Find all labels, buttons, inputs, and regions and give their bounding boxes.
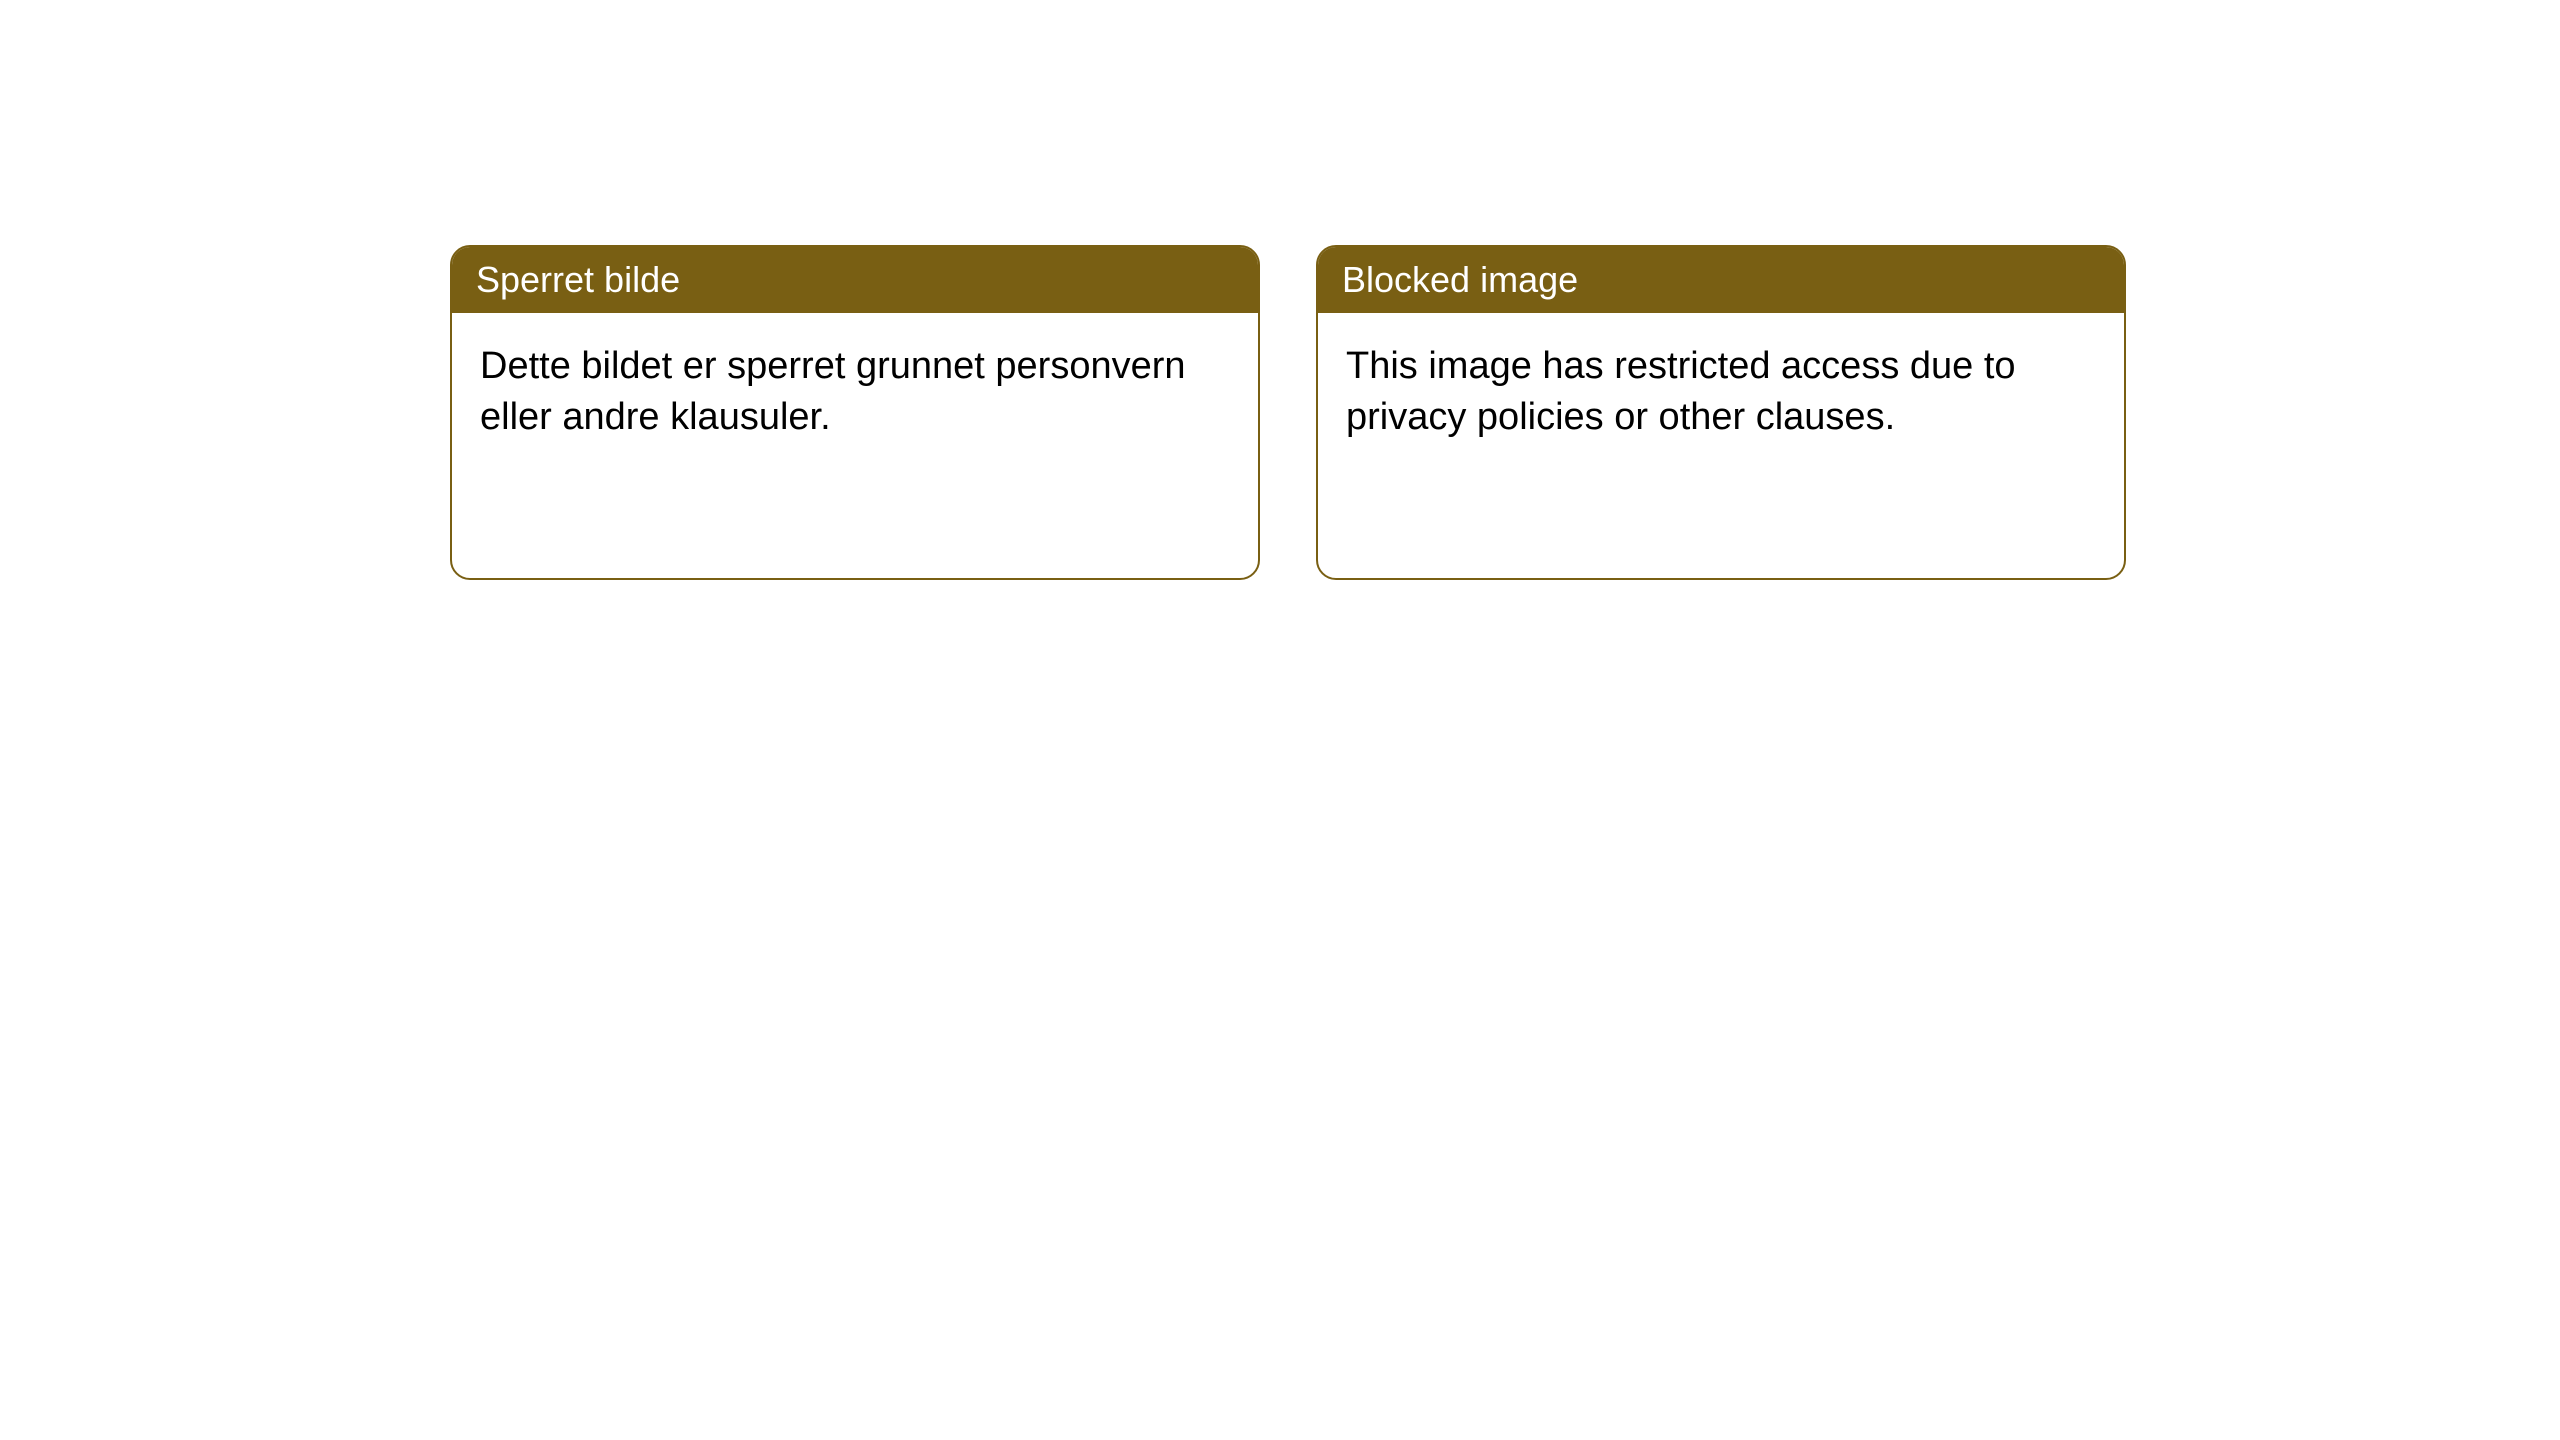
card-header: Sperret bilde — [452, 247, 1258, 313]
blocked-image-card-english: Blocked image This image has restricted … — [1316, 245, 2126, 580]
card-title: Sperret bilde — [476, 259, 680, 300]
card-message: Dette bildet er sperret grunnet personve… — [480, 345, 1186, 438]
card-message: This image has restricted access due to … — [1346, 345, 2016, 438]
card-header: Blocked image — [1318, 247, 2124, 313]
blocked-image-card-norwegian: Sperret bilde Dette bildet er sperret gr… — [450, 245, 1260, 580]
card-body: Dette bildet er sperret grunnet personve… — [452, 313, 1258, 472]
card-body: This image has restricted access due to … — [1318, 313, 2124, 472]
card-title: Blocked image — [1342, 259, 1578, 300]
card-container: Sperret bilde Dette bildet er sperret gr… — [0, 0, 2560, 580]
